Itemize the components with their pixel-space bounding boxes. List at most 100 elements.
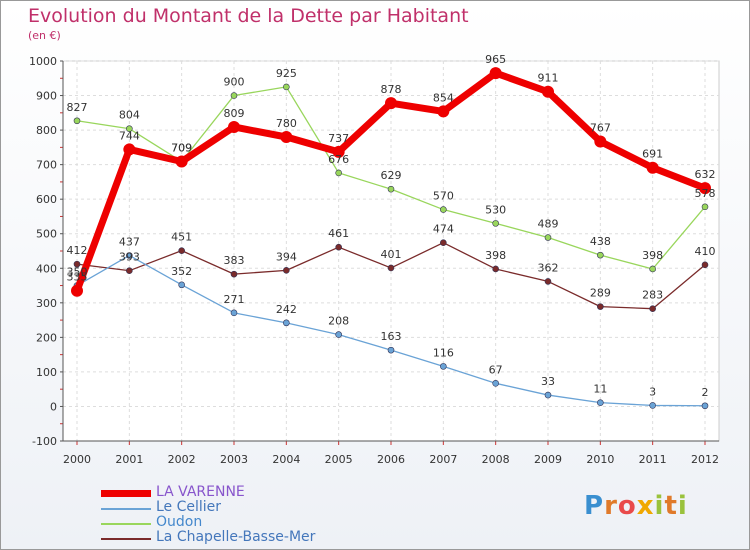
data-point (283, 267, 290, 274)
data-point (280, 131, 293, 143)
y-tick-label: 0 (50, 400, 57, 413)
x-tick-label: 2006 (377, 453, 405, 466)
legend-label: Oudon (156, 514, 203, 530)
data-label: 242 (276, 303, 297, 316)
data-label: 398 (642, 249, 663, 262)
chart-subtitle: (en €) (28, 29, 61, 42)
data-label: 438 (590, 235, 611, 248)
plot-area (62, 60, 720, 442)
data-point (701, 203, 709, 211)
data-point (440, 239, 447, 247)
data-label: 163 (381, 330, 402, 343)
data-label: 676 (328, 153, 349, 166)
legend-label: Le Cellier (156, 499, 222, 515)
data-label: 393 (119, 251, 140, 264)
legend-item: Oudon (101, 514, 401, 531)
data-label: 2 (702, 386, 709, 399)
data-label: 67 (489, 363, 503, 376)
data-label: 383 (224, 254, 245, 267)
data-point (544, 391, 552, 399)
chart-title: Evolution du Montant de la Dette par Hab… (28, 5, 469, 27)
data-point (489, 67, 502, 80)
x-tick-label: 2000 (63, 453, 91, 466)
data-label: 410 (695, 245, 716, 258)
data-point (387, 185, 395, 193)
x-tick-label: 2012 (691, 453, 719, 466)
data-point (385, 97, 397, 110)
data-point (701, 261, 709, 269)
data-label: 578 (695, 187, 716, 200)
x-tick-label: 2001 (115, 453, 143, 466)
data-point (228, 120, 240, 133)
data-point (126, 252, 133, 259)
data-point (73, 117, 81, 125)
legend-swatch (101, 523, 151, 525)
data-label: 3 (649, 385, 656, 398)
legend-label: LA VARENNE (156, 484, 245, 500)
data-point (544, 278, 552, 285)
y-tick-label: 200 (36, 331, 57, 344)
data-label: 401 (381, 248, 402, 261)
y-tick-label: 300 (36, 297, 57, 310)
y-tick-label: 600 (36, 193, 57, 206)
data-point (335, 243, 342, 251)
x-tick-label: 2003 (220, 453, 248, 466)
data-point (597, 399, 604, 406)
data-label: 398 (485, 249, 506, 262)
data-point (387, 264, 395, 272)
line-chart: -100 0 100 200 300 400 500 600 700 800 900 1000 2000… (29, 53, 720, 466)
data-label: 767 (590, 121, 611, 134)
data-point (646, 161, 659, 174)
data-label: 350 (67, 266, 88, 279)
data-point (230, 92, 238, 99)
legend-label: La Chapelle-Basse-Mer (156, 529, 316, 545)
data-label: 530 (485, 203, 506, 216)
data-label: 878 (381, 83, 402, 96)
data-point (387, 346, 395, 354)
data-label: 33 (541, 375, 555, 388)
data-point (492, 265, 499, 273)
y-tick-label: 400 (36, 262, 57, 275)
legend-swatch (101, 508, 151, 510)
data-point (71, 284, 83, 297)
data-label: 283 (642, 289, 663, 302)
data-point (332, 145, 345, 158)
data-label: 11 (593, 383, 607, 396)
y-tick-label: 500 (36, 228, 57, 241)
data-point (178, 247, 185, 254)
data-label: 744 (119, 129, 140, 142)
data-label: 289 (590, 287, 611, 300)
y-tick-label: 100 (36, 366, 57, 379)
data-point (492, 380, 499, 387)
legend-item: Le Cellier (101, 499, 401, 516)
data-point (649, 265, 656, 273)
data-label: 437 (119, 235, 140, 248)
legend-swatch (101, 538, 151, 540)
data-point (597, 303, 604, 310)
y-tick-label: 1000 (29, 55, 57, 68)
data-label: 394 (276, 250, 297, 263)
data-point (73, 260, 81, 268)
x-tick-label: 2007 (429, 453, 457, 466)
data-point (283, 319, 290, 327)
data-label: 709 (171, 142, 192, 155)
proxiti-logo: Proxiti (584, 491, 688, 521)
data-point (283, 83, 290, 91)
data-label: 780 (276, 117, 297, 130)
data-label: 271 (224, 293, 245, 306)
legend-item: La Chapelle-Basse-Mer (101, 529, 401, 546)
data-label: 804 (119, 109, 140, 122)
data-point (230, 309, 238, 317)
data-label: 737 (328, 132, 349, 145)
x-tick-label: 2005 (325, 453, 353, 466)
y-tick-label: -100 (32, 435, 57, 448)
x-tick-label: 2009 (534, 453, 562, 466)
data-point (701, 402, 709, 410)
data-label: 570 (433, 190, 454, 203)
data-label: 451 (171, 231, 192, 244)
data-point (123, 143, 136, 156)
data-label: 854 (433, 91, 454, 104)
y-tick-label: 900 (36, 90, 57, 103)
data-point (335, 169, 342, 177)
